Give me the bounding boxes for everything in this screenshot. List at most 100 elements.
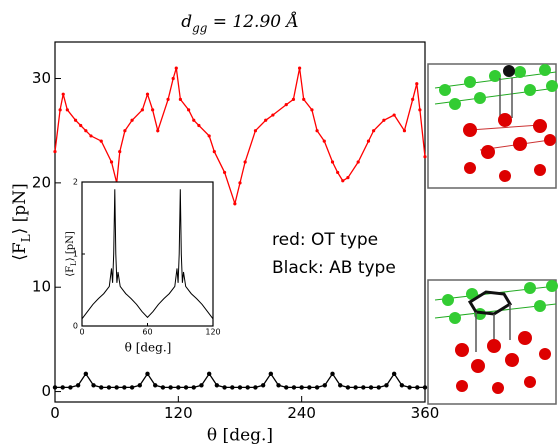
data-point	[299, 385, 304, 390]
chart-title-part: = 12.90 Å	[207, 11, 298, 32]
x-tick-label: 120	[205, 328, 220, 337]
data-point	[73, 118, 78, 122]
data-point	[411, 97, 415, 101]
data-point	[322, 139, 326, 143]
data-point	[284, 103, 288, 107]
data-point	[307, 385, 312, 390]
inset-y-axis-label-part: L	[70, 261, 78, 266]
inset-y-axis-label: ⟨FL⟩ [pN]	[65, 231, 79, 277]
x-tick-label: 360	[411, 404, 440, 422]
data-point	[206, 371, 212, 377]
data-point	[109, 160, 114, 164]
data-point	[199, 383, 204, 388]
y-tick-label: 30	[32, 69, 51, 87]
data-point	[233, 202, 237, 206]
data-point	[61, 92, 65, 96]
data-point	[346, 176, 350, 180]
x-tick-label: 60	[142, 328, 152, 337]
data-point	[129, 385, 135, 390]
data-point	[187, 108, 191, 112]
data-point	[52, 385, 58, 390]
data-point	[84, 129, 88, 133]
chart-title: dgg = 12.90 Å	[181, 11, 299, 36]
data-point	[89, 134, 93, 138]
series-line	[81, 189, 214, 320]
data-point	[214, 383, 220, 388]
data-point	[382, 118, 386, 122]
data-point	[415, 82, 419, 86]
data-point	[366, 139, 371, 143]
data-point	[207, 134, 211, 138]
data-point	[399, 383, 405, 388]
data-point	[238, 181, 242, 185]
data-point	[322, 383, 327, 388]
data-point	[418, 108, 422, 112]
data-point	[415, 385, 420, 390]
y-tick-label: 1	[73, 250, 78, 259]
data-point	[237, 385, 243, 390]
data-point	[391, 371, 397, 377]
data-point	[192, 118, 196, 122]
y-tick-label: 0	[41, 382, 51, 400]
data-point	[268, 371, 274, 377]
data-point	[314, 385, 320, 390]
data-point	[368, 385, 374, 390]
data-point	[212, 149, 216, 154]
x-tick-label: 240	[287, 404, 316, 422]
data-point	[291, 385, 297, 390]
y-axis-label-part: ⟩ [pN]	[10, 183, 30, 234]
data-point	[422, 385, 428, 390]
data-point	[315, 129, 319, 133]
inset-y-axis-label-part: ⟨F	[65, 266, 76, 277]
chart-title-part: gg	[192, 21, 208, 35]
data-point	[330, 371, 335, 377]
data-point	[106, 385, 112, 390]
data-point	[118, 149, 122, 154]
data-point	[372, 129, 376, 133]
data-point	[151, 108, 155, 112]
data-point	[137, 383, 142, 388]
data-point	[140, 108, 144, 112]
data-point	[384, 383, 389, 388]
y-axis-label: ⟨FL⟩ [pN]	[10, 183, 34, 260]
data-point	[171, 76, 175, 81]
x-tick-label: 120	[164, 404, 193, 422]
data-point	[58, 108, 62, 112]
data-point	[65, 108, 69, 112]
data-point	[145, 92, 150, 96]
data-point	[176, 385, 181, 390]
data-point	[197, 123, 201, 128]
data-point	[361, 385, 366, 390]
data-point	[60, 385, 65, 390]
data-point	[53, 149, 57, 154]
annotation: red: OT type	[272, 230, 378, 250]
data-point	[276, 383, 281, 388]
data-point	[291, 97, 296, 101]
y-tick-label: 20	[32, 173, 51, 191]
y-tick-label: 2	[73, 178, 78, 187]
data-point	[166, 97, 170, 101]
y-tick-label: 0	[73, 322, 78, 331]
data-point	[130, 118, 134, 122]
data-point	[402, 129, 407, 133]
data-point	[114, 385, 119, 390]
x-tick-label: 0	[50, 404, 60, 422]
annotation: Black: AB type	[272, 258, 396, 278]
data-point	[353, 385, 358, 390]
data-point	[68, 385, 73, 390]
data-point	[75, 383, 81, 388]
data-point	[183, 385, 189, 390]
data-point	[310, 108, 314, 112]
plot-frame	[81, 181, 214, 327]
data-point	[253, 385, 258, 390]
data-point	[222, 170, 227, 175]
data-point	[178, 97, 182, 101]
data-point	[336, 170, 340, 175]
chart-title-part: d	[181, 12, 192, 32]
data-point	[298, 66, 302, 70]
data-point	[91, 383, 96, 388]
y-axis-label-part: L	[19, 234, 33, 242]
y-tick-label: 10	[32, 278, 51, 296]
